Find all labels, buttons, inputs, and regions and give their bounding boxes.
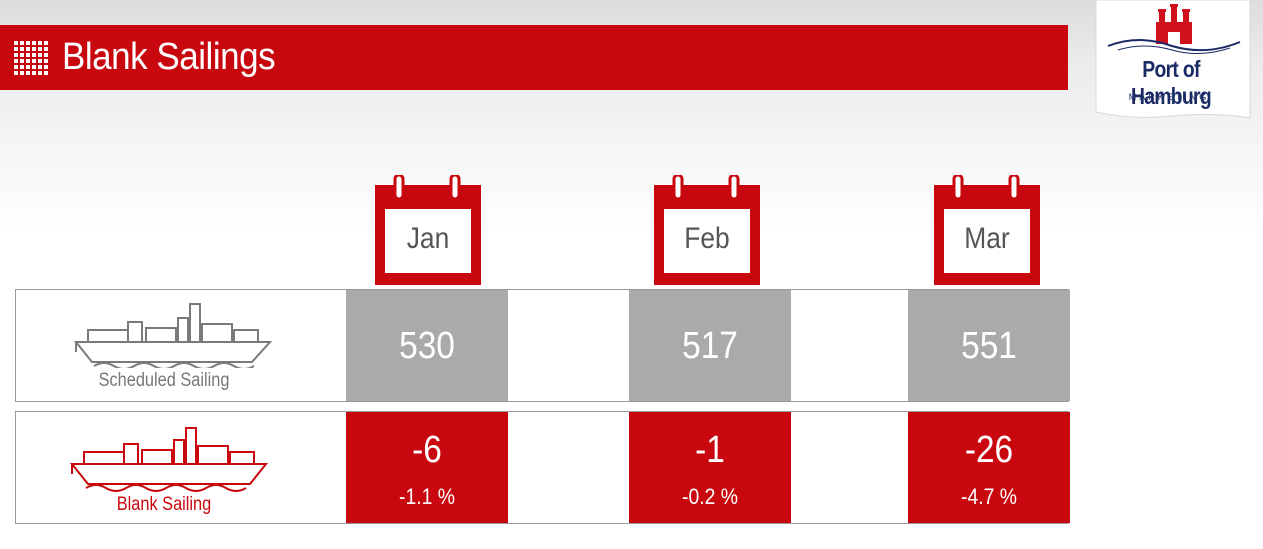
- logo-background: [1095, 0, 1251, 119]
- logo-name: Port of Hamburg: [1130, 56, 1212, 109]
- blank-value-mar: -26 -4.7 %: [908, 412, 1070, 523]
- blank-value: -6: [412, 429, 442, 471]
- calendar-icon: [375, 173, 481, 285]
- month-label: Mar: [964, 222, 1010, 255]
- page-title: Blank Sailings: [62, 36, 276, 78]
- scheduled-value-feb: 517: [629, 290, 791, 401]
- container-ship-red-icon: [70, 427, 269, 492]
- port-of-hamburg-logo: Port of Hamburg MARKETING: [1094, 0, 1254, 120]
- calendar-mar: Mar: [934, 173, 1040, 285]
- scheduled-sailing-row: Scheduled Sailing 530 517 551: [15, 289, 1070, 402]
- blank-percent: -1.1 %: [399, 484, 455, 509]
- scheduled-value: 530: [399, 325, 455, 367]
- blank-percent: -4.7 %: [961, 484, 1017, 509]
- calendar-jan: Jan: [375, 173, 481, 285]
- scheduled-value: 551: [961, 325, 1017, 367]
- scheduled-sailing-label: Scheduled Sailing: [98, 370, 230, 391]
- blank-value-feb: -1 -0.2 %: [629, 412, 791, 523]
- hamburg-castle-icon: [1156, 4, 1192, 44]
- blank-sailing-label: Blank Sailing: [116, 494, 212, 515]
- blank-sailing-row: Blank Sailing -6 -1.1 % -1 -0.2 % -26 -4…: [15, 411, 1070, 524]
- logo-tagline: MARKETING: [1128, 92, 1210, 102]
- month-label: Jan: [406, 222, 450, 255]
- blank-value: -1: [695, 429, 725, 471]
- month-label: Feb: [684, 222, 730, 255]
- scheduled-value: 517: [682, 325, 738, 367]
- blank-value-jan: -6 -1.1 %: [346, 412, 508, 523]
- title-bar: Blank Sailings: [0, 25, 1068, 90]
- scheduled-value-mar: 551: [908, 290, 1070, 401]
- calendar-icon: [654, 173, 760, 285]
- calendar-feb: Feb: [654, 173, 760, 285]
- blank-percent: -0.2 %: [682, 484, 738, 509]
- blank-value: -26: [964, 429, 1014, 471]
- grid-dots-icon: [14, 41, 48, 75]
- calendar-icon: [934, 173, 1040, 285]
- scheduled-value-jan: 530: [346, 290, 508, 401]
- container-ship-grey-icon: [74, 303, 273, 368]
